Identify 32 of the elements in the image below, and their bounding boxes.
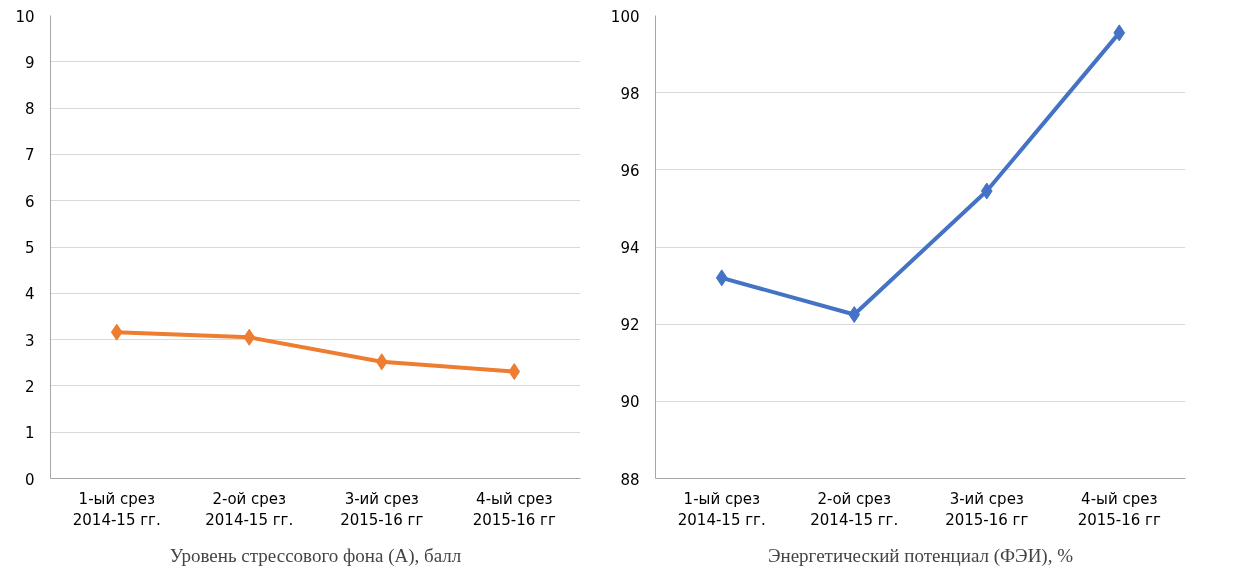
x-tick-label: 2-ой срез 2014-15 гг. <box>205 489 294 530</box>
y-tick-label: 3 <box>24 331 35 350</box>
point <box>848 306 861 324</box>
x-tick-label: 1-ый срез 2014-15 гг. <box>677 489 766 530</box>
point <box>980 182 993 200</box>
x-tick-label: 4-ый срез 2015-16 гг <box>472 489 556 530</box>
y-tick-label: 0 <box>24 470 35 489</box>
y-tick-label: 100 <box>610 7 640 26</box>
y-tick-label: 98 <box>620 84 640 103</box>
point <box>715 269 728 287</box>
x-tick-label: 3-ий срез 2015-16 гг <box>945 489 1029 530</box>
y-tick-label: 90 <box>620 393 640 412</box>
x-tick-label: 4-ый срез 2015-16 гг <box>1077 489 1161 530</box>
y-tick-label: 96 <box>620 161 640 180</box>
text: Уровень стрессового фона (А), балл <box>169 544 462 567</box>
point <box>1113 24 1126 42</box>
y-tick-label: 4 <box>24 285 35 304</box>
x-tick-label: 1-ый срез 2014-15 гг. <box>72 489 161 530</box>
y-tick-label: 8 <box>24 100 35 119</box>
y-tick-label: 94 <box>620 239 640 257</box>
text: Энергетический потенциал (ФЭИ), % <box>767 544 1074 567</box>
y-tick-label: 9 <box>24 53 35 72</box>
y-tick-label: 5 <box>24 239 35 257</box>
x-tick-label: 3-ий срез 2015-16 гг <box>340 489 424 530</box>
y-tick-label: 92 <box>620 316 640 335</box>
y-tick-label: 6 <box>24 192 35 211</box>
y-tick-label: 7 <box>24 146 35 165</box>
y-tick-label: 2 <box>24 377 35 396</box>
x-tick-label: 2-ой срез 2014-15 гг. <box>810 489 899 530</box>
y-tick-label: 88 <box>620 470 640 489</box>
y-tick-label: 10 <box>15 7 35 26</box>
y-tick-label: 1 <box>24 424 35 443</box>
